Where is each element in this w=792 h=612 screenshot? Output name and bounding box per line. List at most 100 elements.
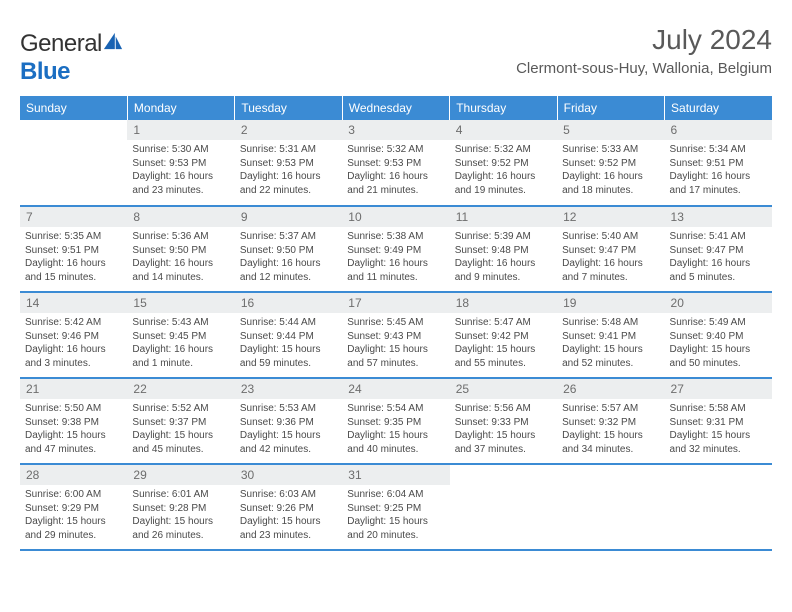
daylight-line: Daylight: 16 hours and 22 minutes.: [240, 170, 337, 197]
daylight-line: Daylight: 15 hours and 59 minutes.: [240, 343, 337, 370]
day-details: Sunrise: 5:32 AMSunset: 9:52 PMDaylight:…: [450, 140, 557, 201]
day-number: 9: [235, 207, 342, 227]
sunset-line: Sunset: 9:35 PM: [347, 416, 444, 430]
calendar-day-cell: [20, 120, 127, 206]
brand-name: General Blue: [20, 30, 124, 86]
sunset-line: Sunset: 9:51 PM: [25, 244, 122, 258]
calendar-day-cell: 28Sunrise: 6:00 AMSunset: 9:29 PMDayligh…: [20, 464, 127, 550]
calendar-day-cell: 12Sunrise: 5:40 AMSunset: 9:47 PMDayligh…: [557, 206, 664, 292]
sunrise-line: Sunrise: 5:53 AM: [240, 402, 337, 416]
daylight-line: Daylight: 15 hours and 23 minutes.: [240, 515, 337, 542]
sunrise-line: Sunrise: 5:50 AM: [25, 402, 122, 416]
brand-part1: General: [20, 30, 102, 57]
month-year-title: July 2024: [516, 24, 772, 56]
weekday-header: Sunday: [20, 96, 127, 120]
location-subtitle: Clermont-sous-Huy, Wallonia, Belgium: [516, 60, 772, 77]
calendar-day-cell: 4Sunrise: 5:32 AMSunset: 9:52 PMDaylight…: [450, 120, 557, 206]
calendar-day-cell: 2Sunrise: 5:31 AMSunset: 9:53 PMDaylight…: [235, 120, 342, 206]
sunset-line: Sunset: 9:49 PM: [347, 244, 444, 258]
day-number: 6: [665, 120, 772, 140]
day-number: [557, 465, 664, 485]
day-details: Sunrise: 6:01 AMSunset: 9:28 PMDaylight:…: [127, 485, 234, 546]
day-details: Sunrise: 5:49 AMSunset: 9:40 PMDaylight:…: [665, 313, 772, 374]
day-number: 5: [557, 120, 664, 140]
daylight-line: Daylight: 15 hours and 37 minutes.: [455, 429, 552, 456]
calendar-day-cell: 20Sunrise: 5:49 AMSunset: 9:40 PMDayligh…: [665, 292, 772, 378]
day-number: [450, 465, 557, 485]
day-details: Sunrise: 5:47 AMSunset: 9:42 PMDaylight:…: [450, 313, 557, 374]
daylight-line: Daylight: 16 hours and 5 minutes.: [670, 257, 767, 284]
day-details: Sunrise: 5:38 AMSunset: 9:49 PMDaylight:…: [342, 227, 449, 288]
daylight-line: Daylight: 15 hours and 50 minutes.: [670, 343, 767, 370]
sunrise-line: Sunrise: 5:37 AM: [240, 230, 337, 244]
daylight-line: Daylight: 16 hours and 19 minutes.: [455, 170, 552, 197]
calendar-day-cell: 31Sunrise: 6:04 AMSunset: 9:25 PMDayligh…: [342, 464, 449, 550]
calendar-day-cell: 21Sunrise: 5:50 AMSunset: 9:38 PMDayligh…: [20, 378, 127, 464]
weekday-header: Tuesday: [235, 96, 342, 120]
day-details: Sunrise: 5:58 AMSunset: 9:31 PMDaylight:…: [665, 399, 772, 460]
calendar-day-cell: 1Sunrise: 5:30 AMSunset: 9:53 PMDaylight…: [127, 120, 234, 206]
day-details: Sunrise: 5:33 AMSunset: 9:52 PMDaylight:…: [557, 140, 664, 201]
sunrise-line: Sunrise: 5:56 AM: [455, 402, 552, 416]
sunrise-line: Sunrise: 5:40 AM: [562, 230, 659, 244]
calendar-week-row: 28Sunrise: 6:00 AMSunset: 9:29 PMDayligh…: [20, 464, 772, 550]
day-number: 31: [342, 465, 449, 485]
sunrise-line: Sunrise: 6:03 AM: [240, 488, 337, 502]
calendar-day-cell: [450, 464, 557, 550]
daylight-line: Daylight: 16 hours and 23 minutes.: [132, 170, 229, 197]
sunrise-line: Sunrise: 5:52 AM: [132, 402, 229, 416]
sunset-line: Sunset: 9:41 PM: [562, 330, 659, 344]
sunrise-line: Sunrise: 5:42 AM: [25, 316, 122, 330]
calendar-day-cell: 19Sunrise: 5:48 AMSunset: 9:41 PMDayligh…: [557, 292, 664, 378]
day-details: Sunrise: 5:34 AMSunset: 9:51 PMDaylight:…: [665, 140, 772, 201]
day-number: 10: [342, 207, 449, 227]
sunset-line: Sunset: 9:45 PM: [132, 330, 229, 344]
day-details: Sunrise: 5:44 AMSunset: 9:44 PMDaylight:…: [235, 313, 342, 374]
sunset-line: Sunset: 9:33 PM: [455, 416, 552, 430]
daylight-line: Daylight: 16 hours and 17 minutes.: [670, 170, 767, 197]
daylight-line: Daylight: 15 hours and 47 minutes.: [25, 429, 122, 456]
day-number: 19: [557, 293, 664, 313]
day-number: 14: [20, 293, 127, 313]
sunrise-line: Sunrise: 6:04 AM: [347, 488, 444, 502]
calendar-day-cell: 8Sunrise: 5:36 AMSunset: 9:50 PMDaylight…: [127, 206, 234, 292]
day-number: 18: [450, 293, 557, 313]
sunset-line: Sunset: 9:26 PM: [240, 502, 337, 516]
day-number: 12: [557, 207, 664, 227]
sunrise-line: Sunrise: 5:35 AM: [25, 230, 122, 244]
day-details: Sunrise: 5:50 AMSunset: 9:38 PMDaylight:…: [20, 399, 127, 460]
daylight-line: Daylight: 16 hours and 15 minutes.: [25, 257, 122, 284]
sunset-line: Sunset: 9:25 PM: [347, 502, 444, 516]
daylight-line: Daylight: 16 hours and 9 minutes.: [455, 257, 552, 284]
sunrise-line: Sunrise: 5:34 AM: [670, 143, 767, 157]
calendar-day-cell: 27Sunrise: 5:58 AMSunset: 9:31 PMDayligh…: [665, 378, 772, 464]
day-details: Sunrise: 5:53 AMSunset: 9:36 PMDaylight:…: [235, 399, 342, 460]
sunset-line: Sunset: 9:53 PM: [132, 157, 229, 171]
daylight-line: Daylight: 15 hours and 57 minutes.: [347, 343, 444, 370]
daylight-line: Daylight: 16 hours and 14 minutes.: [132, 257, 229, 284]
sunrise-line: Sunrise: 5:58 AM: [670, 402, 767, 416]
daylight-line: Daylight: 16 hours and 21 minutes.: [347, 170, 444, 197]
sunrise-line: Sunrise: 5:57 AM: [562, 402, 659, 416]
day-details: Sunrise: 5:31 AMSunset: 9:53 PMDaylight:…: [235, 140, 342, 201]
daylight-line: Daylight: 15 hours and 40 minutes.: [347, 429, 444, 456]
day-number: 2: [235, 120, 342, 140]
brand-logo: General Blue: [20, 30, 124, 86]
sunrise-line: Sunrise: 5:39 AM: [455, 230, 552, 244]
day-details: Sunrise: 5:52 AMSunset: 9:37 PMDaylight:…: [127, 399, 234, 460]
day-number: 3: [342, 120, 449, 140]
day-number: 20: [665, 293, 772, 313]
title-block: July 2024 Clermont-sous-Huy, Wallonia, B…: [516, 24, 772, 77]
day-number: [20, 120, 127, 140]
sunrise-line: Sunrise: 5:43 AM: [132, 316, 229, 330]
sunrise-line: Sunrise: 5:54 AM: [347, 402, 444, 416]
daylight-line: Daylight: 15 hours and 42 minutes.: [240, 429, 337, 456]
brand-part2: Blue: [20, 58, 70, 85]
day-details: Sunrise: 6:00 AMSunset: 9:29 PMDaylight:…: [20, 485, 127, 546]
calendar-head: Sunday Monday Tuesday Wednesday Thursday…: [20, 96, 772, 120]
calendar-day-cell: 3Sunrise: 5:32 AMSunset: 9:53 PMDaylight…: [342, 120, 449, 206]
calendar-day-cell: 17Sunrise: 5:45 AMSunset: 9:43 PMDayligh…: [342, 292, 449, 378]
daylight-line: Daylight: 15 hours and 29 minutes.: [25, 515, 122, 542]
calendar-week-row: 7Sunrise: 5:35 AMSunset: 9:51 PMDaylight…: [20, 206, 772, 292]
calendar-day-cell: 26Sunrise: 5:57 AMSunset: 9:32 PMDayligh…: [557, 378, 664, 464]
